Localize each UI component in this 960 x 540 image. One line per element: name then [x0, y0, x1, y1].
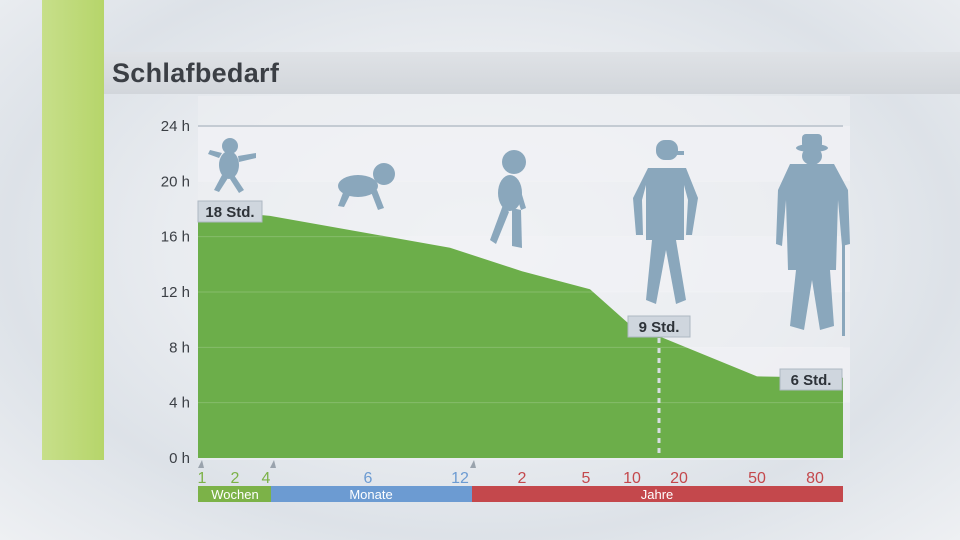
sleep-area: [198, 209, 843, 458]
x-tick-label: 4: [262, 470, 271, 487]
x-tick-label: 6: [364, 470, 373, 487]
x-tick-label: 50: [748, 470, 766, 487]
x-axis: 1 2 4 6 12 2 5 10 20 50 80: [198, 470, 824, 487]
band-jahre-label: Jahre: [641, 487, 674, 502]
gridlines: [198, 125, 843, 404]
annotation-9-std-label: 9 Std.: [639, 319, 680, 336]
x-tick-label: 2: [231, 470, 240, 487]
annotation-9-std: 9 Std.: [627, 315, 691, 338]
annotation-6-std-label: 6 Std.: [791, 372, 832, 389]
grid-stripe: [198, 126, 850, 182]
chart-title: Schlafbedarf: [112, 58, 280, 88]
toddler-silhouette-icon: [490, 150, 526, 248]
band-jahre: [472, 486, 843, 502]
band-wochen: [198, 486, 271, 502]
tick-marker: [270, 460, 276, 468]
x-tick-label: 80: [806, 470, 824, 487]
y-tick-label: 16 h: [161, 229, 190, 246]
annotation-18-std-label: 18 Std.: [205, 204, 254, 221]
x-tick-label: 1: [198, 470, 207, 487]
adult-man-silhouette-icon: [633, 140, 698, 304]
band-monate-label: Monate: [349, 487, 392, 502]
y-tick-label: 20 h: [161, 173, 190, 190]
y-axis: 0 h 4 h 8 h 12 h 16 h 20 h 24 h: [161, 118, 190, 467]
elderly-man-silhouette-icon: [776, 134, 850, 336]
y-tick-label: 4 h: [169, 395, 190, 412]
x-tick-label: 2: [518, 470, 527, 487]
accent-bar: [42, 0, 104, 460]
band-monate: [271, 486, 472, 502]
crawling-baby-silhouette-icon: [338, 163, 395, 210]
x-tick-label: 20: [670, 470, 688, 487]
y-tick-label: 8 h: [169, 339, 190, 356]
annotation-18-std: 18 Std.: [197, 200, 263, 223]
band-wochen-label: Wochen: [211, 487, 258, 502]
annotation-6-std: 6 Std.: [779, 368, 843, 391]
y-tick-label: 24 h: [161, 118, 190, 135]
tick-marker: [198, 460, 204, 468]
x-tick-label: 5: [582, 470, 591, 487]
title-band: [104, 52, 960, 94]
tick-marker: [470, 460, 476, 468]
x-tick-label: 12: [451, 470, 469, 487]
newborn-silhouette-icon: [208, 138, 256, 193]
y-tick-label: 0 h: [169, 450, 190, 467]
y-tick-label: 12 h: [161, 284, 190, 301]
x-tick-label: 10: [623, 470, 641, 487]
